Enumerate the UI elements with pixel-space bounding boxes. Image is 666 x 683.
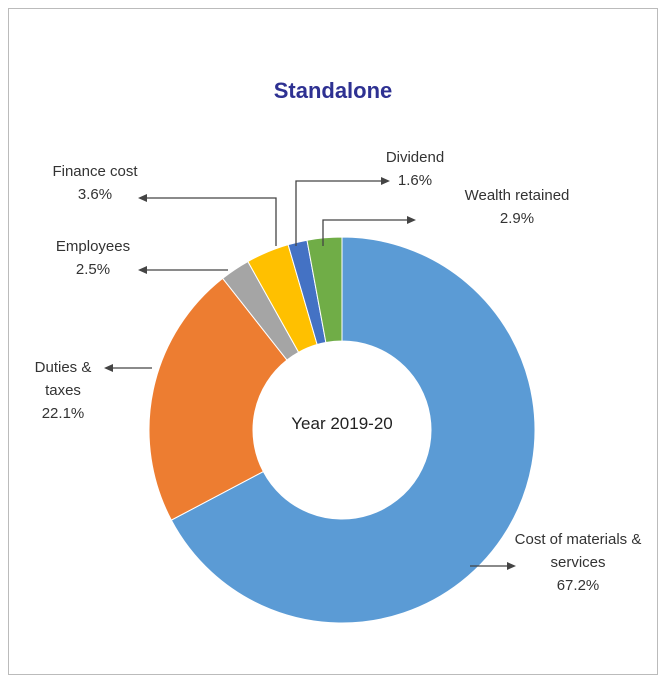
slice-label: Cost of materials & services 67.2% — [510, 528, 646, 597]
arrowhead — [381, 177, 390, 185]
center-label: Year 2019-20 — [291, 414, 393, 433]
slice-label: Wealth retained 2.9% — [442, 184, 592, 230]
donut — [148, 236, 536, 624]
slice-label: Finance cost 3.6% — [40, 160, 150, 206]
arrowhead — [507, 562, 516, 570]
arrowhead — [138, 194, 147, 202]
category-label: Dividend — [385, 149, 445, 166]
arrowhead — [407, 216, 416, 224]
leader-line — [295, 180, 382, 246]
slice-label: Duties & taxes 22.1% — [30, 356, 96, 425]
slice — [148, 277, 288, 521]
value-label: 2.5% — [75, 261, 111, 278]
value-label: 3.6% — [77, 186, 113, 203]
category-label: Wealth retained — [464, 187, 570, 204]
chart-title: Standalone — [273, 78, 393, 103]
category-label: Finance cost — [52, 163, 138, 180]
slice-label: Employees 2.5% — [48, 235, 138, 281]
arrowhead — [104, 364, 113, 372]
category-label: Employees — [55, 238, 131, 255]
category-label: Cost of materials & services — [514, 531, 642, 571]
leader-line — [146, 197, 277, 246]
slice — [306, 236, 343, 344]
slice — [170, 236, 536, 624]
frame — [8, 8, 658, 675]
value-label: 1.6% — [397, 172, 433, 189]
leader-lines — [112, 180, 508, 567]
value-label: 22.1% — [41, 405, 85, 422]
slice-label: Dividend 1.6% — [370, 146, 460, 192]
value-label: 67.2% — [556, 577, 600, 594]
category-label: Duties & taxes — [34, 359, 92, 399]
leader-line — [322, 219, 408, 246]
value-label: 2.9% — [499, 210, 535, 227]
arrowhead — [138, 266, 147, 274]
arrowheads — [104, 177, 516, 570]
